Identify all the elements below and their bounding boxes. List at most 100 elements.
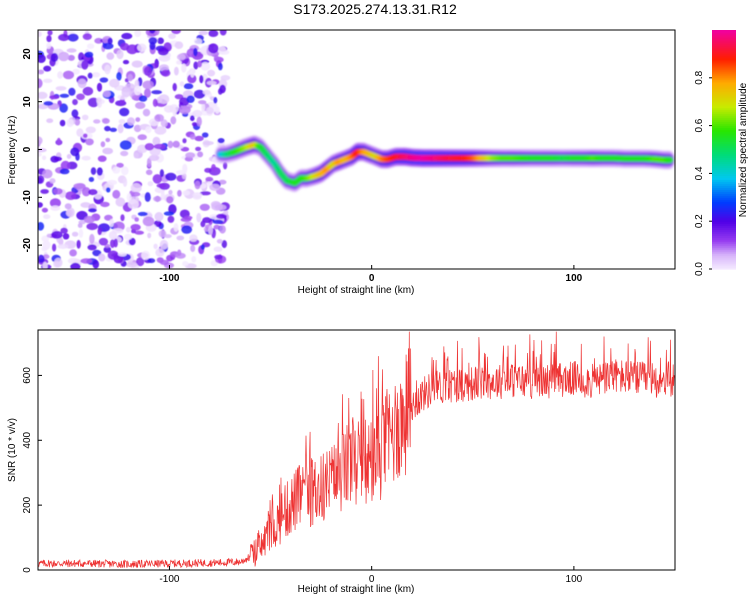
noise-blob [172,83,177,92]
colorbar-tick-label: 0.0 [694,262,705,276]
noise-blob [130,191,141,197]
noise-blob [42,169,53,179]
noise-blob [159,259,169,265]
colorbar-cell [712,123,736,127]
noise-blob [46,233,52,238]
noise-blob [115,197,126,207]
noise-blob [142,80,154,90]
spectrogram-noise-region [38,30,231,269]
colorbar-cell [712,77,736,81]
noise-blob [99,77,109,83]
ridge-segment [666,156,674,164]
noise-blob [209,183,221,191]
colorbar-cell [712,179,736,182]
colorbar-tick-label: 0.2 [694,214,705,228]
noise-blob [137,134,147,141]
noise-blob [109,127,118,132]
noise-blob [41,235,50,242]
snr-x-axis: -100 0 100 [159,566,583,585]
noise-blob [181,63,187,73]
spec-yticks-tick-label: -20 [22,237,33,252]
colorbar-cell [712,181,736,184]
noise-blob [55,86,67,91]
noise-blob [189,234,198,242]
noise-blob [182,138,187,144]
colorbar-cell [712,193,736,196]
noise-blob [174,66,179,76]
noise-blob [116,71,122,81]
noise-blob [178,105,191,115]
snr-panel: -100 0 100 0 200 400 600 Height of straight l… [7,329,676,595]
noise-blob [221,240,227,249]
colorbar-cell [712,183,736,186]
noise-blob [133,124,142,133]
spec-yticks-tick-label: 20 [22,48,33,60]
noise-blob [80,202,91,208]
colorbar-cell [712,107,736,111]
colorbar-cell [712,85,736,89]
colorbar-cell [712,167,736,171]
colorbar-cell [712,41,736,45]
noise-blob [152,174,162,184]
noise-blob [112,189,121,199]
noise-blob [100,201,110,208]
noise-blob [66,118,74,128]
noise-blob [213,55,219,62]
noise-blob [128,237,136,246]
noise-blob [130,183,142,193]
noise-blob [90,167,97,175]
colorbar-cell [712,143,736,147]
colorbar-cell [712,165,736,169]
noise-blob [122,177,128,187]
snr-y-axis: 0 200 400 600 [22,367,42,573]
noise-blob [197,151,204,158]
noise-blob [50,205,61,211]
noise-blob [84,51,94,58]
noise-blob [160,190,165,201]
noise-blob [92,72,101,78]
noise-blob [59,119,66,127]
noise-blob [157,47,169,56]
noise-blob [59,168,70,175]
noise-blob [121,87,131,98]
noise-blob [119,107,130,117]
noise-blob [158,94,170,104]
noise-blob [134,85,142,96]
noise-blob [144,143,155,151]
noise-blob [173,223,179,232]
noise-blob [102,147,114,155]
noise-blob [121,32,133,40]
noise-blob [144,88,151,98]
noise-blob [94,37,104,44]
noise-blob [92,249,102,257]
colorbar-cell [712,67,736,71]
colorbar-cell [712,243,736,246]
noise-blob [60,227,68,234]
colorbar-cell [712,153,736,157]
noise-blob [56,137,61,146]
colorbar-cell [712,239,736,242]
noise-blob [83,133,88,138]
noise-blob [182,190,191,196]
noise-blob [145,169,153,176]
colorbar-cell [712,211,736,214]
noise-blob [59,103,68,113]
colorbar-cell [712,229,736,232]
noise-blob [58,33,70,42]
noise-blob [103,246,112,253]
noise-blob [172,140,180,148]
colorbar-cell [712,199,736,202]
noise-blob [38,254,45,263]
noise-blob [76,93,85,101]
noise-blob [74,118,81,126]
colorbar-cell [712,145,736,149]
colorbar-cell [712,221,736,224]
amplitude-colorbar: 0.0 0.2 0.4 0.6 0.8 Normalized spectral ampl… [694,30,749,276]
colorbar-tick-label: 0.8 [694,70,705,84]
noise-blob [214,106,220,114]
noise-blob [46,42,52,50]
noise-blob [214,254,223,260]
colorbar-cell [712,253,736,256]
colorbar-cell [712,251,736,254]
noise-blob [147,232,152,239]
